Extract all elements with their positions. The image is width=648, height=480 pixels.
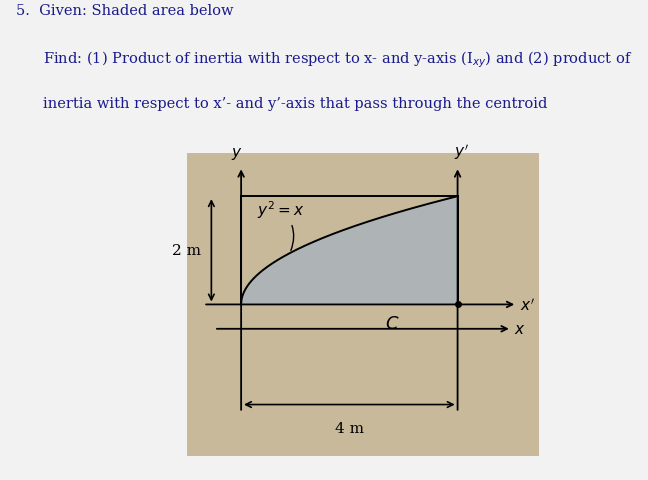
Text: 2 m: 2 m	[172, 244, 200, 258]
Polygon shape	[241, 197, 457, 305]
Text: $y'$: $y'$	[454, 142, 469, 162]
Text: $C$: $C$	[386, 315, 400, 333]
Text: $y$: $y$	[231, 146, 242, 162]
Text: Find: (1) Product of inertia with respect to x- and y-axis (I$_{xy}$) and (2) pr: Find: (1) Product of inertia with respec…	[43, 49, 632, 70]
Text: 4 m: 4 m	[335, 421, 364, 435]
Text: inertia with respect to x’- and y’-axis that pass through the centroid: inertia with respect to x’- and y’-axis …	[43, 96, 548, 110]
Text: $x$: $x$	[515, 322, 526, 336]
Text: $y^2 = x$: $y^2 = x$	[257, 199, 305, 251]
Text: 5.  Given: Shaded area below: 5. Given: Shaded area below	[16, 4, 234, 18]
Text: $x'$: $x'$	[520, 297, 535, 313]
